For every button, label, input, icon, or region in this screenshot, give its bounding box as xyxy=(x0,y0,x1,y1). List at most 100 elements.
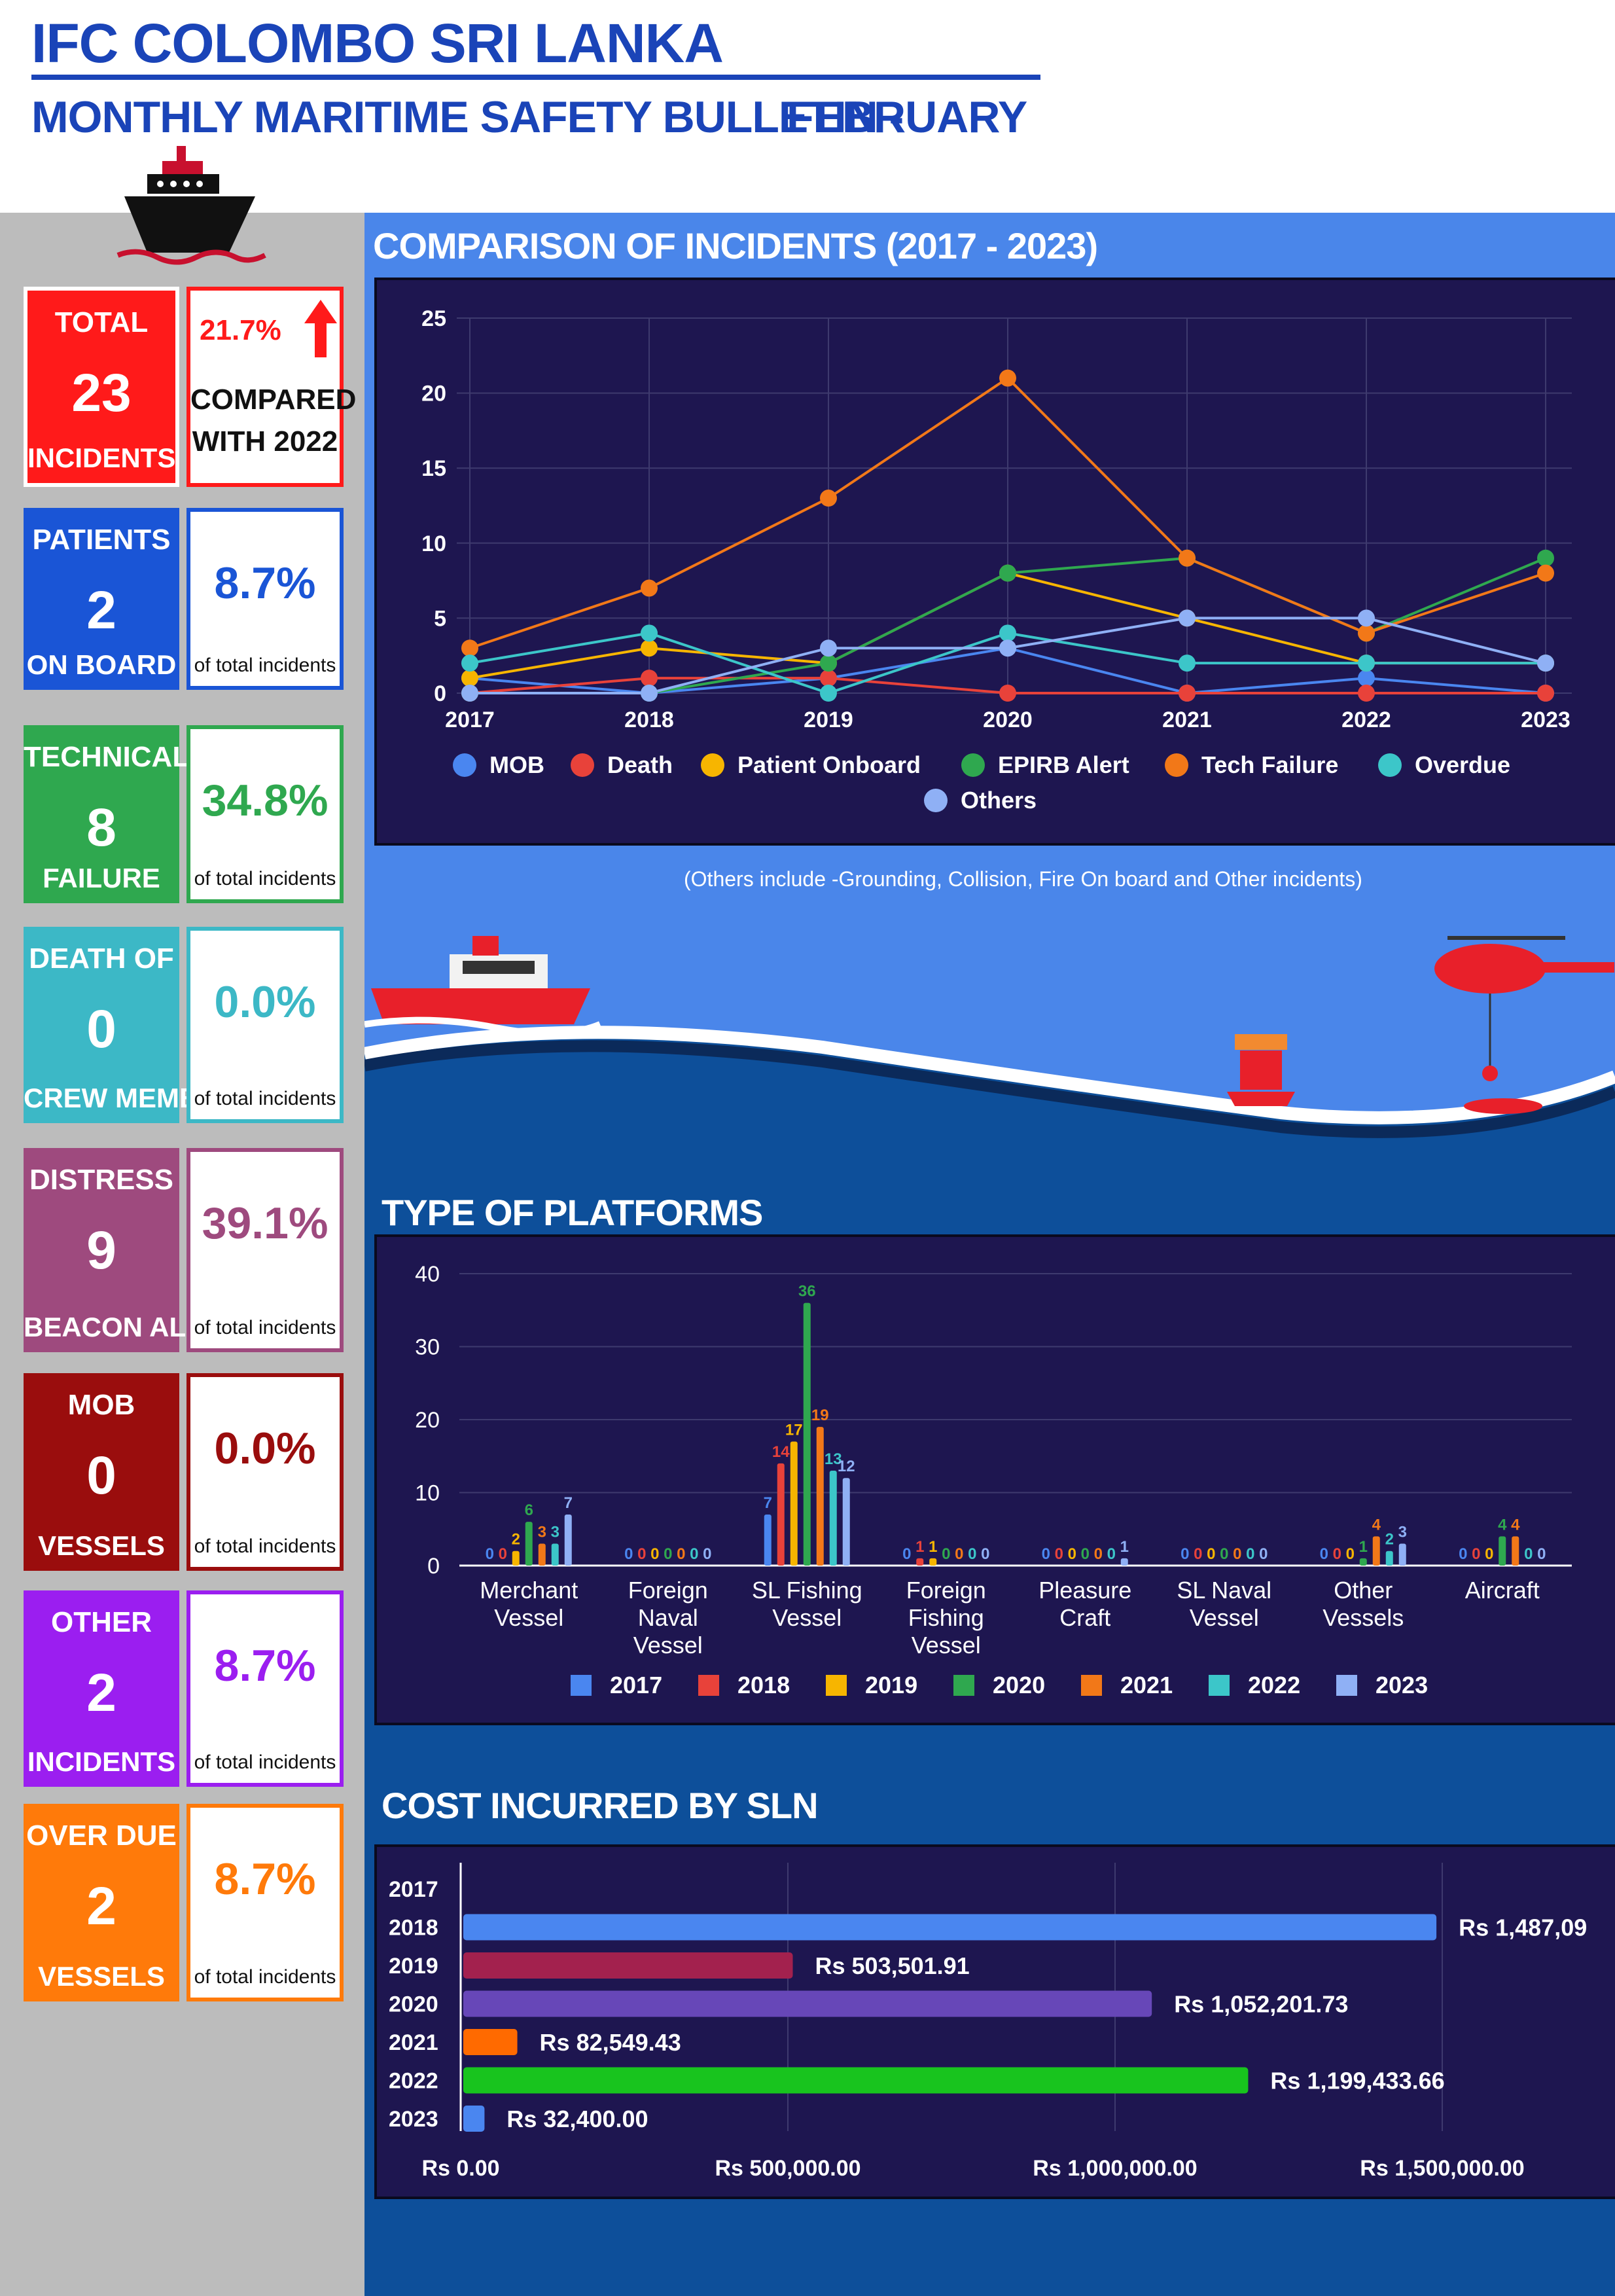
stat-value: 0 xyxy=(86,1446,116,1505)
legend-label: 2018 xyxy=(737,1672,790,1698)
y-tick-label: 0 xyxy=(434,681,446,706)
category-label: Vessel xyxy=(494,1604,563,1631)
category-label: Foreign xyxy=(906,1577,986,1604)
data-label: 0 xyxy=(1459,1545,1467,1563)
y-tick-label: 20 xyxy=(415,1408,440,1433)
legend-marker xyxy=(1209,1675,1230,1696)
stat-percent-caption: of total incidents xyxy=(194,655,336,676)
stat-label-top: TOTAL xyxy=(54,306,149,338)
data-point xyxy=(820,639,837,657)
data-label: 0 xyxy=(637,1545,646,1563)
stat-percent-caption: of total incidents xyxy=(194,1317,336,1338)
stat-percent-card-patients: 8.7% of total incidents xyxy=(186,508,344,690)
category-label: Vessel xyxy=(633,1632,703,1659)
data-label: 19 xyxy=(811,1407,829,1424)
data-label: 0 xyxy=(1246,1545,1254,1563)
life-raft-icon xyxy=(1464,1098,1542,1114)
data-label: 0 xyxy=(1207,1545,1215,1563)
x-tick-label: Rs 1,500,000.00 xyxy=(1360,2156,1524,2181)
data-point xyxy=(1537,685,1554,702)
data-point xyxy=(1358,655,1375,672)
legend-label: Tech Failure xyxy=(1201,751,1338,778)
stat-percent-card-total: 21.7% COMPARED WITH 2022 xyxy=(186,287,356,487)
legend-label: 2023 xyxy=(1375,1672,1428,1698)
legend-marker xyxy=(698,1675,719,1696)
data-point xyxy=(461,670,478,687)
data-label: 3 xyxy=(551,1524,559,1541)
data-point xyxy=(641,670,658,687)
legend-label: 2020 xyxy=(993,1672,1045,1698)
legend-marker xyxy=(1336,1675,1357,1696)
legend-marker xyxy=(1165,753,1188,777)
category-label: Vessel xyxy=(1190,1604,1259,1631)
x-tick-label: 2023 xyxy=(1521,708,1571,732)
data-label: Rs 1,052,201.73 xyxy=(1174,1991,1348,2018)
data-label: 6 xyxy=(525,1501,533,1519)
stat-value: 2 xyxy=(86,1876,116,1936)
y-tick-label: 2018 xyxy=(389,1916,438,1941)
data-point xyxy=(641,685,658,702)
x-tick-label: 2018 xyxy=(624,708,674,732)
stat-label-bottom: BEACON ALERT xyxy=(24,1312,241,1342)
data-point xyxy=(641,639,658,657)
data-point xyxy=(820,490,837,507)
stat-percent-caption: of total incidents xyxy=(194,1966,336,1988)
legend-label: Others xyxy=(961,787,1037,814)
stat-card-total: TOTAL 23 INCIDENTS xyxy=(24,287,179,487)
legend-marker xyxy=(953,1675,974,1696)
data-point xyxy=(1358,609,1375,627)
legend-label: Death xyxy=(607,751,673,778)
stat-percent-card-technical: 34.8% of total incidents xyxy=(186,725,344,903)
bulletin-month: FEBRUARY xyxy=(787,92,1027,142)
bar xyxy=(551,1543,559,1566)
data-label: 0 xyxy=(1233,1545,1241,1563)
data-label: Rs 1,487,09 xyxy=(1459,1914,1587,1941)
category-label: Merchant xyxy=(480,1577,578,1604)
bar xyxy=(1359,1558,1367,1566)
data-point xyxy=(1537,549,1554,567)
data-label: 0 xyxy=(624,1545,633,1563)
x-tick-label: Rs 500,000.00 xyxy=(715,2156,861,2181)
stat-label-top: MOB xyxy=(67,1389,135,1421)
stat-label-top: OTHER xyxy=(51,1606,152,1638)
bar xyxy=(512,1551,520,1566)
bar xyxy=(764,1514,772,1566)
data-label: 1 xyxy=(929,1538,937,1556)
data-label: 0 xyxy=(1042,1545,1050,1563)
stat-label-bottom: INCIDENTS xyxy=(27,442,176,473)
data-point xyxy=(641,579,658,597)
data-point xyxy=(1537,655,1554,672)
data-point xyxy=(999,639,1016,657)
arrow-up-icon xyxy=(304,300,337,357)
stat-card-mob: MOB 0 VESSELS xyxy=(24,1373,179,1571)
data-label: 0 xyxy=(1094,1545,1103,1563)
cost-chart-panel xyxy=(374,1844,1615,2199)
data-label: 0 xyxy=(1081,1545,1090,1563)
rescue-boat-icon xyxy=(364,936,601,1037)
legend-marker xyxy=(701,753,724,777)
data-label: 0 xyxy=(1472,1545,1480,1563)
data-label: 4 xyxy=(1511,1516,1520,1534)
data-point xyxy=(1179,685,1196,702)
data-label: 0 xyxy=(1055,1545,1063,1563)
comparison-note: (Others include -Grounding, Collision, F… xyxy=(684,867,1362,891)
stat-value: 0 xyxy=(86,999,116,1059)
stat-percent-card-overdue: 8.7% of total incidents xyxy=(186,1804,344,2001)
legend-label: EPIRB Alert xyxy=(998,751,1129,778)
x-tick-label: 2022 xyxy=(1341,708,1391,732)
data-point xyxy=(1358,685,1375,702)
category-label: Vessel xyxy=(772,1604,842,1631)
data-label: 1 xyxy=(1359,1538,1368,1556)
ship-icon xyxy=(116,146,266,265)
stat-card-death: DEATH OF 0 CREW MEMBER xyxy=(24,927,238,1123)
data-label: Rs 82,549.43 xyxy=(540,2029,681,2056)
stat-label-top: OVER DUE xyxy=(26,1820,177,1852)
data-label: 12 xyxy=(838,1458,855,1475)
bar xyxy=(916,1558,924,1566)
stat-label-bottom: ON BOARD xyxy=(26,649,177,680)
data-label: 2 xyxy=(1385,1531,1394,1549)
bar xyxy=(1385,1551,1393,1566)
data-label: Rs 503,501.91 xyxy=(815,1952,970,1979)
y-tick-label: 2020 xyxy=(389,1992,438,2017)
